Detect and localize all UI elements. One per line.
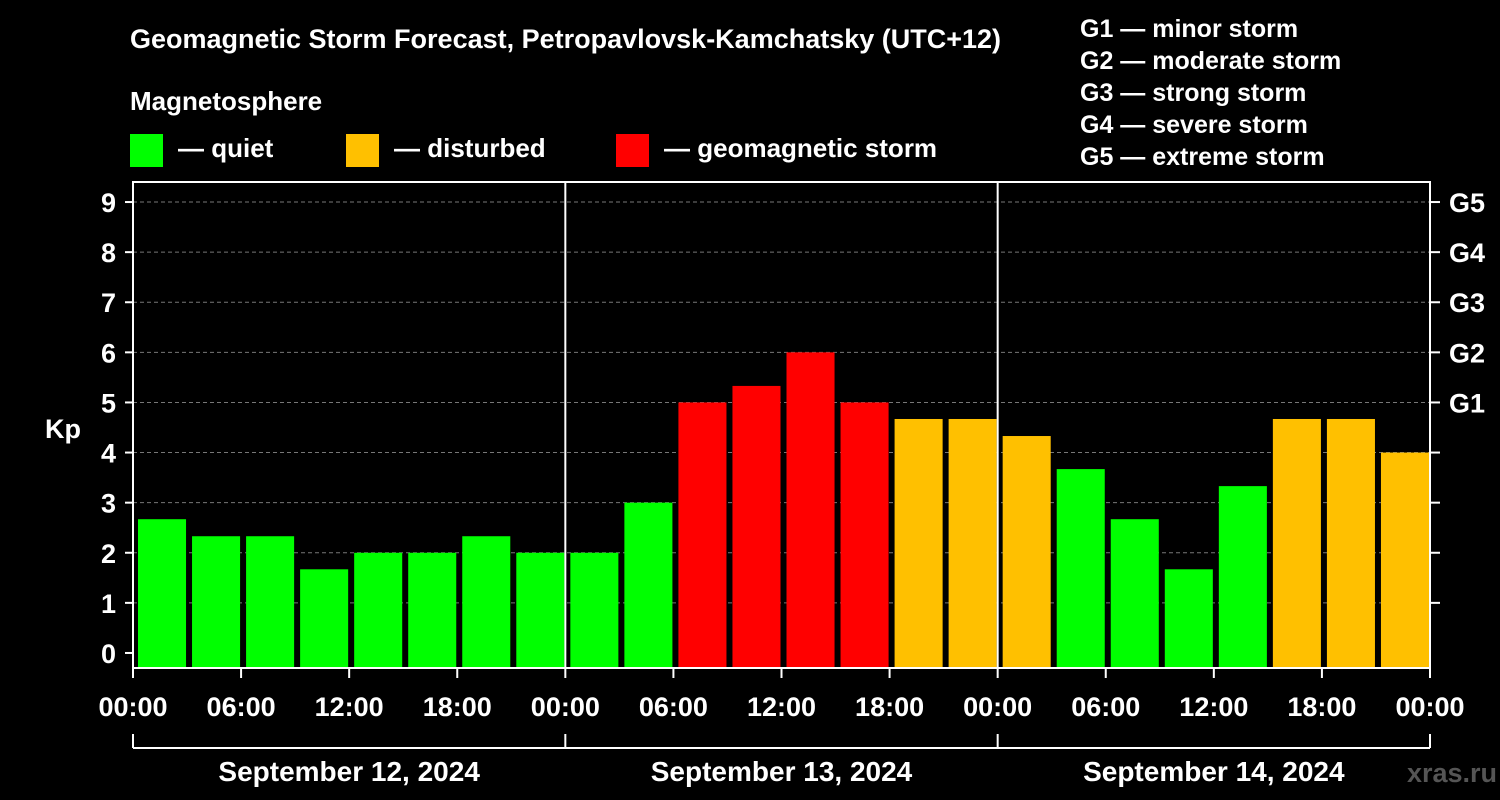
x-axis: 00:00 06:00 12:00 18:00 00:00 06:00 12:00 18:00… xyxy=(98,668,1465,722)
g-scale-label: G4 xyxy=(1449,238,1485,268)
y-tick-label: 1 xyxy=(101,589,116,619)
storm-scale-item: G5 — extreme storm xyxy=(1080,143,1325,171)
kp-bar xyxy=(840,402,889,668)
x-tick-label: 12:00 xyxy=(747,692,816,722)
legend-swatch-quiet xyxy=(130,134,163,167)
kp-bar xyxy=(732,385,781,668)
x-tick-label: 06:00 xyxy=(207,692,276,722)
legend-label-quiet: — quiet xyxy=(178,133,274,163)
chart-title: Geomagnetic Storm Forecast, Petropavlovs… xyxy=(130,24,1001,54)
legend-label-disturbed: — disturbed xyxy=(394,133,546,163)
y-tick-label: 6 xyxy=(101,338,116,368)
grid-lines xyxy=(133,201,1430,604)
x-tick-label: 18:00 xyxy=(855,692,924,722)
legend-swatch-disturbed xyxy=(346,134,379,167)
x-tick-label: 12:00 xyxy=(1179,692,1248,722)
x-tick-label: 12:00 xyxy=(315,692,384,722)
kp-bar xyxy=(1056,469,1105,668)
kp-bar xyxy=(462,536,511,668)
legend-swatch-storm xyxy=(616,134,649,167)
y-tick-label: 0 xyxy=(101,639,116,669)
g-scale-label: G1 xyxy=(1449,388,1485,418)
bars xyxy=(138,352,1429,668)
y-axis-label: Kp xyxy=(45,414,81,444)
day-separators xyxy=(564,182,999,668)
storm-scale-item: G3 — strong storm xyxy=(1080,79,1306,107)
y-tick-label: 3 xyxy=(101,489,116,519)
storm-scale-item: G1 — minor storm xyxy=(1080,15,1298,43)
x-tick-label: 18:00 xyxy=(423,692,492,722)
y-tick-label: 7 xyxy=(101,288,116,318)
day-label: September 13, 2024 xyxy=(651,756,913,787)
legend-title: Magnetosphere xyxy=(130,86,322,116)
g-scale-label: G2 xyxy=(1449,338,1485,368)
kp-bar xyxy=(1002,436,1051,668)
kp-bar xyxy=(1380,452,1429,668)
y-axis: 0 1 2 3 4 5 6 7 8 9 xyxy=(101,188,133,669)
y-tick-label: 2 xyxy=(101,539,116,569)
storm-scale-item: G4 — severe storm xyxy=(1080,111,1308,139)
kp-bar xyxy=(1110,519,1159,668)
y-tick-label: 9 xyxy=(101,188,116,218)
kp-bar xyxy=(408,552,457,668)
kp-bar xyxy=(948,418,997,668)
y-tick-label: 5 xyxy=(101,388,116,418)
x-tick-label: 00:00 xyxy=(1395,692,1464,722)
g-scale-label: G5 xyxy=(1449,188,1485,218)
storm-scale-legend: G1 — minor storm G2 — moderate storm G3 — … xyxy=(1080,15,1341,171)
legend: — quiet — disturbed — geomagnetic storm xyxy=(130,133,937,167)
kp-bar xyxy=(678,402,727,668)
g-scale-label: G3 xyxy=(1449,288,1485,318)
kp-bar xyxy=(570,552,619,668)
kp-bar xyxy=(894,418,943,668)
x-tick-label: 06:00 xyxy=(639,692,708,722)
day-labels: September 12, 2024 September 13, 2024 Sept… xyxy=(132,734,1431,787)
kp-bar xyxy=(516,552,565,668)
day-label: September 14, 2024 xyxy=(1083,756,1345,787)
kp-bar xyxy=(624,502,673,668)
kp-bar xyxy=(300,569,349,668)
kp-bar xyxy=(246,536,295,668)
x-tick-label: 06:00 xyxy=(1071,692,1140,722)
x-tick-label: 00:00 xyxy=(98,692,167,722)
storm-scale-item: G2 — moderate storm xyxy=(1080,47,1341,75)
kp-bar xyxy=(1272,418,1321,668)
day-label: September 12, 2024 xyxy=(218,756,480,787)
x-tick-label: 18:00 xyxy=(1287,692,1356,722)
legend-label-storm: — geomagnetic storm xyxy=(664,133,937,163)
kp-bar xyxy=(786,352,835,668)
y-tick-label: 8 xyxy=(101,238,116,268)
kp-bar xyxy=(1164,569,1213,668)
kp-bar xyxy=(138,519,187,668)
y-tick-label: 4 xyxy=(101,439,116,469)
kp-bar xyxy=(1326,418,1375,668)
kp-bar xyxy=(1218,486,1267,668)
x-tick-label: 00:00 xyxy=(531,692,600,722)
g-scale-axis: G1 G2 G3 G4 G5 xyxy=(1430,188,1485,604)
watermark: xras.ru xyxy=(1407,758,1497,788)
kp-bar xyxy=(354,552,403,668)
kp-bar xyxy=(192,536,241,668)
x-tick-label: 00:00 xyxy=(963,692,1032,722)
